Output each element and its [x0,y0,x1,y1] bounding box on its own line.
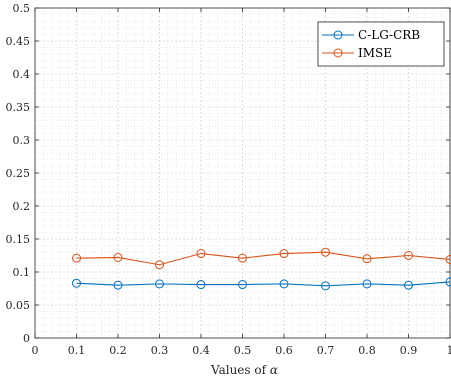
y-tick-label: 0.25 [6,167,31,180]
data-point-marker [362,254,372,264]
x-tick-label: 0.4 [192,344,210,357]
data-point-marker [362,279,372,289]
tick-labels: 0 0.1 0.2 0.3 0.4 0.5 0.6 0.7 0.8 0.9 1 0 0.05 0.1 0.1… [6,2,451,357]
data-point-marker [321,247,330,257]
data-point-marker [279,249,289,259]
legend: C-LG-CRB IMSE [317,21,445,67]
x-tick-label: 0 [32,344,39,357]
y-tick-label: 0.45 [6,35,31,48]
legend-entry: IMSE [322,46,392,60]
data-point-marker [196,249,206,259]
axis-ticks [34,7,451,339]
y-tick-label: 0.1 [13,266,31,279]
data-point-marker [113,280,123,290]
series-2 [72,247,451,270]
series-layer [72,247,451,291]
data-point-marker [196,280,206,290]
data-point-marker [404,251,413,260]
data-point-marker [404,280,413,290]
legend-marker-swatch [333,30,343,40]
x-axis-label-text: Values of [210,363,270,377]
legend-label: IMSE [358,46,392,60]
data-point-marker [113,252,123,262]
x-tick-label: 1 [447,344,451,357]
data-point-marker [238,253,247,263]
series-line [76,251,451,266]
data-point-marker [72,278,81,288]
legend-entries: C-LG-CRB IMSE [322,28,420,60]
x-tick-label: 0.9 [400,344,418,357]
data-point-marker [155,260,164,270]
x-tick-label: 0.6 [275,344,293,357]
x-tick-label: 0.1 [68,344,86,357]
x-tick-label: 0.2 [109,344,127,357]
data-point-marker [72,253,81,263]
x-tick-label: 0.3 [151,344,169,357]
x-tick-label: 0.8 [358,344,376,357]
x-tick-label: 0.7 [317,344,335,357]
series-line [76,281,451,287]
data-point-marker [321,281,330,291]
x-axis-label-symbol: α [270,363,278,377]
series-1 [72,277,451,291]
y-tick-label: 0.35 [6,101,31,114]
x-axis-label: Values of α [210,363,278,377]
y-tick-label: 0.3 [13,134,31,147]
data-point-marker [279,279,289,289]
legend-box [317,21,445,67]
data-point-marker [445,277,451,287]
data-point-marker [445,254,451,264]
data-point-marker [238,280,247,290]
legend-entry: C-LG-CRB [322,28,420,42]
y-tick-label: 0.2 [13,200,31,213]
legend-marker-swatch [333,48,343,58]
x-tick-label: 0.5 [234,344,252,357]
y-tick-label: 0.05 [6,299,31,312]
y-tick-label: 0 [23,332,30,345]
y-tick-label: 0.4 [13,68,31,81]
y-tick-label: 0.5 [13,2,31,15]
legend-label: C-LG-CRB [358,28,420,42]
y-tick-label: 0.15 [6,233,31,246]
data-point-marker [155,279,164,289]
